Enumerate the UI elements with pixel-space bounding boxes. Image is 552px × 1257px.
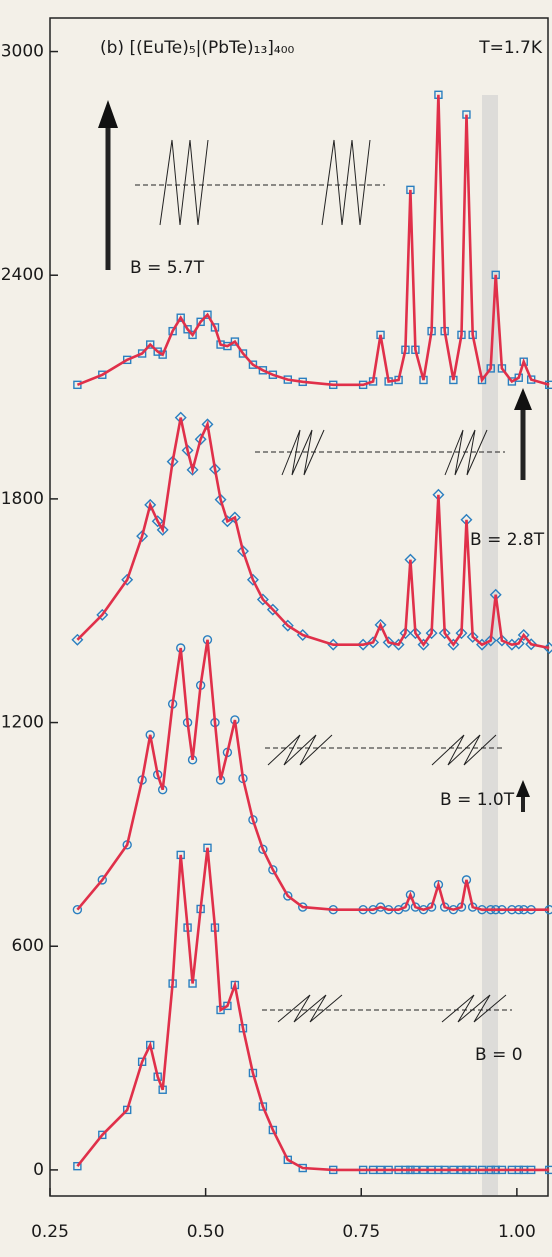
chart-title: (b) [(EuTe)₅|(PbTe)₁₃]₄₀₀ (100, 38, 295, 58)
data-point (194, 433, 207, 446)
series-label: B = 0 (475, 1045, 523, 1065)
data-point (97, 875, 107, 885)
data-point (96, 608, 109, 621)
data-point (158, 350, 167, 359)
series-label: B = 2.8T (470, 530, 545, 550)
fit-line (76, 847, 550, 1172)
y-tick-label: 1800 (1, 489, 44, 509)
data-point (156, 523, 169, 536)
spin-cartoon (431, 734, 497, 766)
spin-cartoon (321, 139, 371, 226)
y-tick-label: 1200 (1, 713, 44, 733)
data-point (517, 628, 530, 641)
y-tick-label: 0 (33, 1160, 44, 1180)
data-point (495, 634, 508, 647)
series (73, 843, 552, 1175)
data-point (196, 317, 205, 327)
data-point (525, 638, 538, 651)
data-point (72, 905, 83, 915)
data-point (447, 638, 460, 651)
fit-line (76, 417, 550, 650)
data-point (409, 627, 422, 640)
y-tick-label: 2400 (1, 265, 44, 285)
data-point (268, 1125, 278, 1135)
data-point (168, 326, 177, 336)
series (72, 635, 552, 915)
data-point (238, 349, 248, 358)
y-tick-label: 3000 (1, 42, 44, 62)
data-point (188, 330, 197, 340)
spin-cartoon (281, 429, 325, 476)
x-tick-label: 0.50 (187, 1222, 225, 1242)
data-point (73, 1161, 82, 1171)
plot-frame (49, 17, 549, 1197)
data-point (230, 337, 240, 346)
data-point (151, 515, 164, 528)
data-point (121, 573, 134, 586)
data-point (236, 545, 249, 558)
data-point (214, 493, 227, 506)
series (71, 411, 552, 654)
series-label: B = 1.0T (440, 790, 515, 810)
arrow-head (514, 388, 532, 410)
chart-subtitle: T=1.7K (478, 38, 543, 58)
data-point (283, 1155, 292, 1165)
data-point (98, 370, 107, 379)
data-point (466, 630, 479, 643)
data-point (484, 634, 497, 647)
spin-cartoon (277, 994, 343, 1023)
data-point (146, 340, 155, 349)
data-point (258, 366, 268, 375)
data-point (256, 593, 269, 606)
data-point (203, 310, 212, 319)
data-point (137, 349, 147, 358)
series (73, 90, 552, 390)
fit-line (76, 639, 550, 912)
data-point (176, 313, 185, 322)
data-point (183, 325, 192, 334)
spin-cartoon (441, 994, 507, 1023)
data-point (512, 637, 525, 650)
data-point (367, 636, 380, 649)
x-tick-label: 1.00 (498, 1222, 536, 1242)
data-point (417, 638, 430, 651)
x-tick-label: 0.25 (31, 1222, 69, 1242)
data-point (382, 636, 395, 649)
spin-cartoon (444, 429, 488, 476)
data-point (98, 1130, 107, 1140)
data-point (246, 573, 259, 586)
spin-cartoon (159, 139, 209, 226)
data-point (281, 619, 294, 632)
data-point (374, 618, 387, 631)
data-point (455, 627, 468, 640)
decorations (98, 100, 532, 1023)
series-label: B = 5.7T (130, 258, 205, 278)
data-point (248, 360, 258, 369)
data-point (399, 627, 412, 640)
fit-line (76, 94, 550, 387)
data-point (268, 865, 278, 875)
spin-cartoon (267, 734, 333, 766)
arrow-head (98, 100, 118, 128)
data-point (73, 380, 82, 390)
data-point (438, 627, 451, 640)
data-point (122, 355, 132, 365)
data-point (400, 902, 411, 912)
data-point (405, 890, 416, 900)
y-tick-label: 600 (12, 936, 44, 956)
arrow-head (516, 780, 530, 797)
data-point (425, 627, 438, 640)
data-point (136, 530, 149, 543)
data-point (283, 891, 293, 901)
x-tick-label: 0.75 (342, 1222, 380, 1242)
